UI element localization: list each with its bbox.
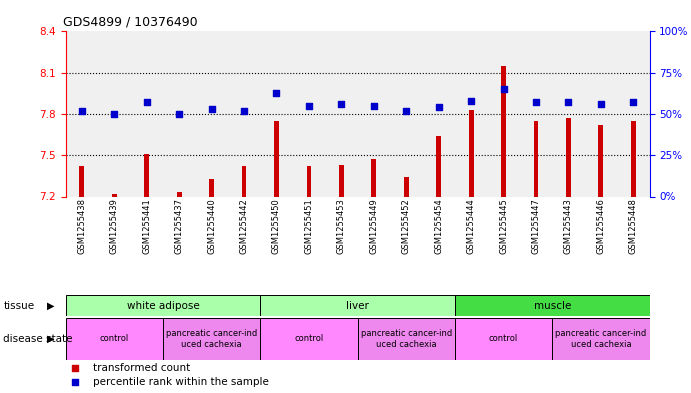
Text: pancreatic cancer-ind
uced cachexia: pancreatic cancer-ind uced cachexia [166, 329, 257, 349]
Bar [501, 66, 506, 196]
Bar [631, 121, 636, 196]
Point [173, 111, 184, 117]
Point [271, 89, 282, 95]
Bar [455, 318, 552, 360]
Text: white adipose: white adipose [126, 301, 199, 310]
Bar [242, 166, 247, 196]
Bar [66, 318, 163, 360]
Point [466, 97, 477, 104]
Bar [436, 136, 441, 196]
Bar [163, 318, 261, 360]
Bar [468, 110, 473, 196]
Point [410, 310, 422, 316]
Text: tissue: tissue [3, 301, 35, 310]
Bar [209, 178, 214, 196]
Point [410, 185, 422, 191]
Point [531, 99, 542, 106]
Point [303, 103, 314, 109]
Point [368, 103, 379, 109]
Text: control: control [489, 334, 518, 343]
Point [433, 104, 444, 110]
Bar [455, 295, 650, 316]
Bar [404, 177, 408, 196]
Text: GDS4899 / 10376490: GDS4899 / 10376490 [63, 16, 198, 29]
Point [498, 86, 509, 92]
Point [206, 106, 217, 112]
Point [563, 99, 574, 106]
Point [596, 101, 607, 107]
Bar [66, 295, 261, 316]
Bar [339, 165, 344, 196]
Text: transformed count: transformed count [93, 364, 190, 373]
Point [401, 108, 412, 114]
Text: disease state: disease state [3, 334, 73, 344]
Point [628, 99, 639, 106]
Bar [261, 318, 358, 360]
Bar [112, 194, 117, 196]
Text: pancreatic cancer-ind
uced cachexia: pancreatic cancer-ind uced cachexia [556, 329, 647, 349]
Bar [552, 318, 650, 360]
Bar [177, 192, 182, 196]
Point [238, 108, 249, 114]
Bar [533, 121, 538, 196]
Bar [79, 166, 84, 196]
Text: liver: liver [346, 301, 369, 310]
Point [76, 108, 87, 114]
Point [141, 99, 152, 106]
Bar [307, 166, 312, 196]
Text: muscle: muscle [533, 301, 571, 310]
Text: percentile rank within the sample: percentile rank within the sample [93, 377, 269, 387]
Bar [598, 125, 603, 196]
Text: control: control [100, 334, 129, 343]
Bar [144, 154, 149, 196]
Text: ▶: ▶ [47, 334, 55, 344]
Point [108, 111, 120, 117]
Bar [274, 121, 279, 196]
Text: control: control [294, 334, 323, 343]
Bar [371, 160, 376, 196]
Bar [358, 318, 455, 360]
Bar [566, 118, 571, 196]
Text: pancreatic cancer-ind
uced cachexia: pancreatic cancer-ind uced cachexia [361, 329, 452, 349]
Point [336, 101, 347, 107]
Bar [261, 295, 455, 316]
Text: ▶: ▶ [47, 301, 55, 310]
